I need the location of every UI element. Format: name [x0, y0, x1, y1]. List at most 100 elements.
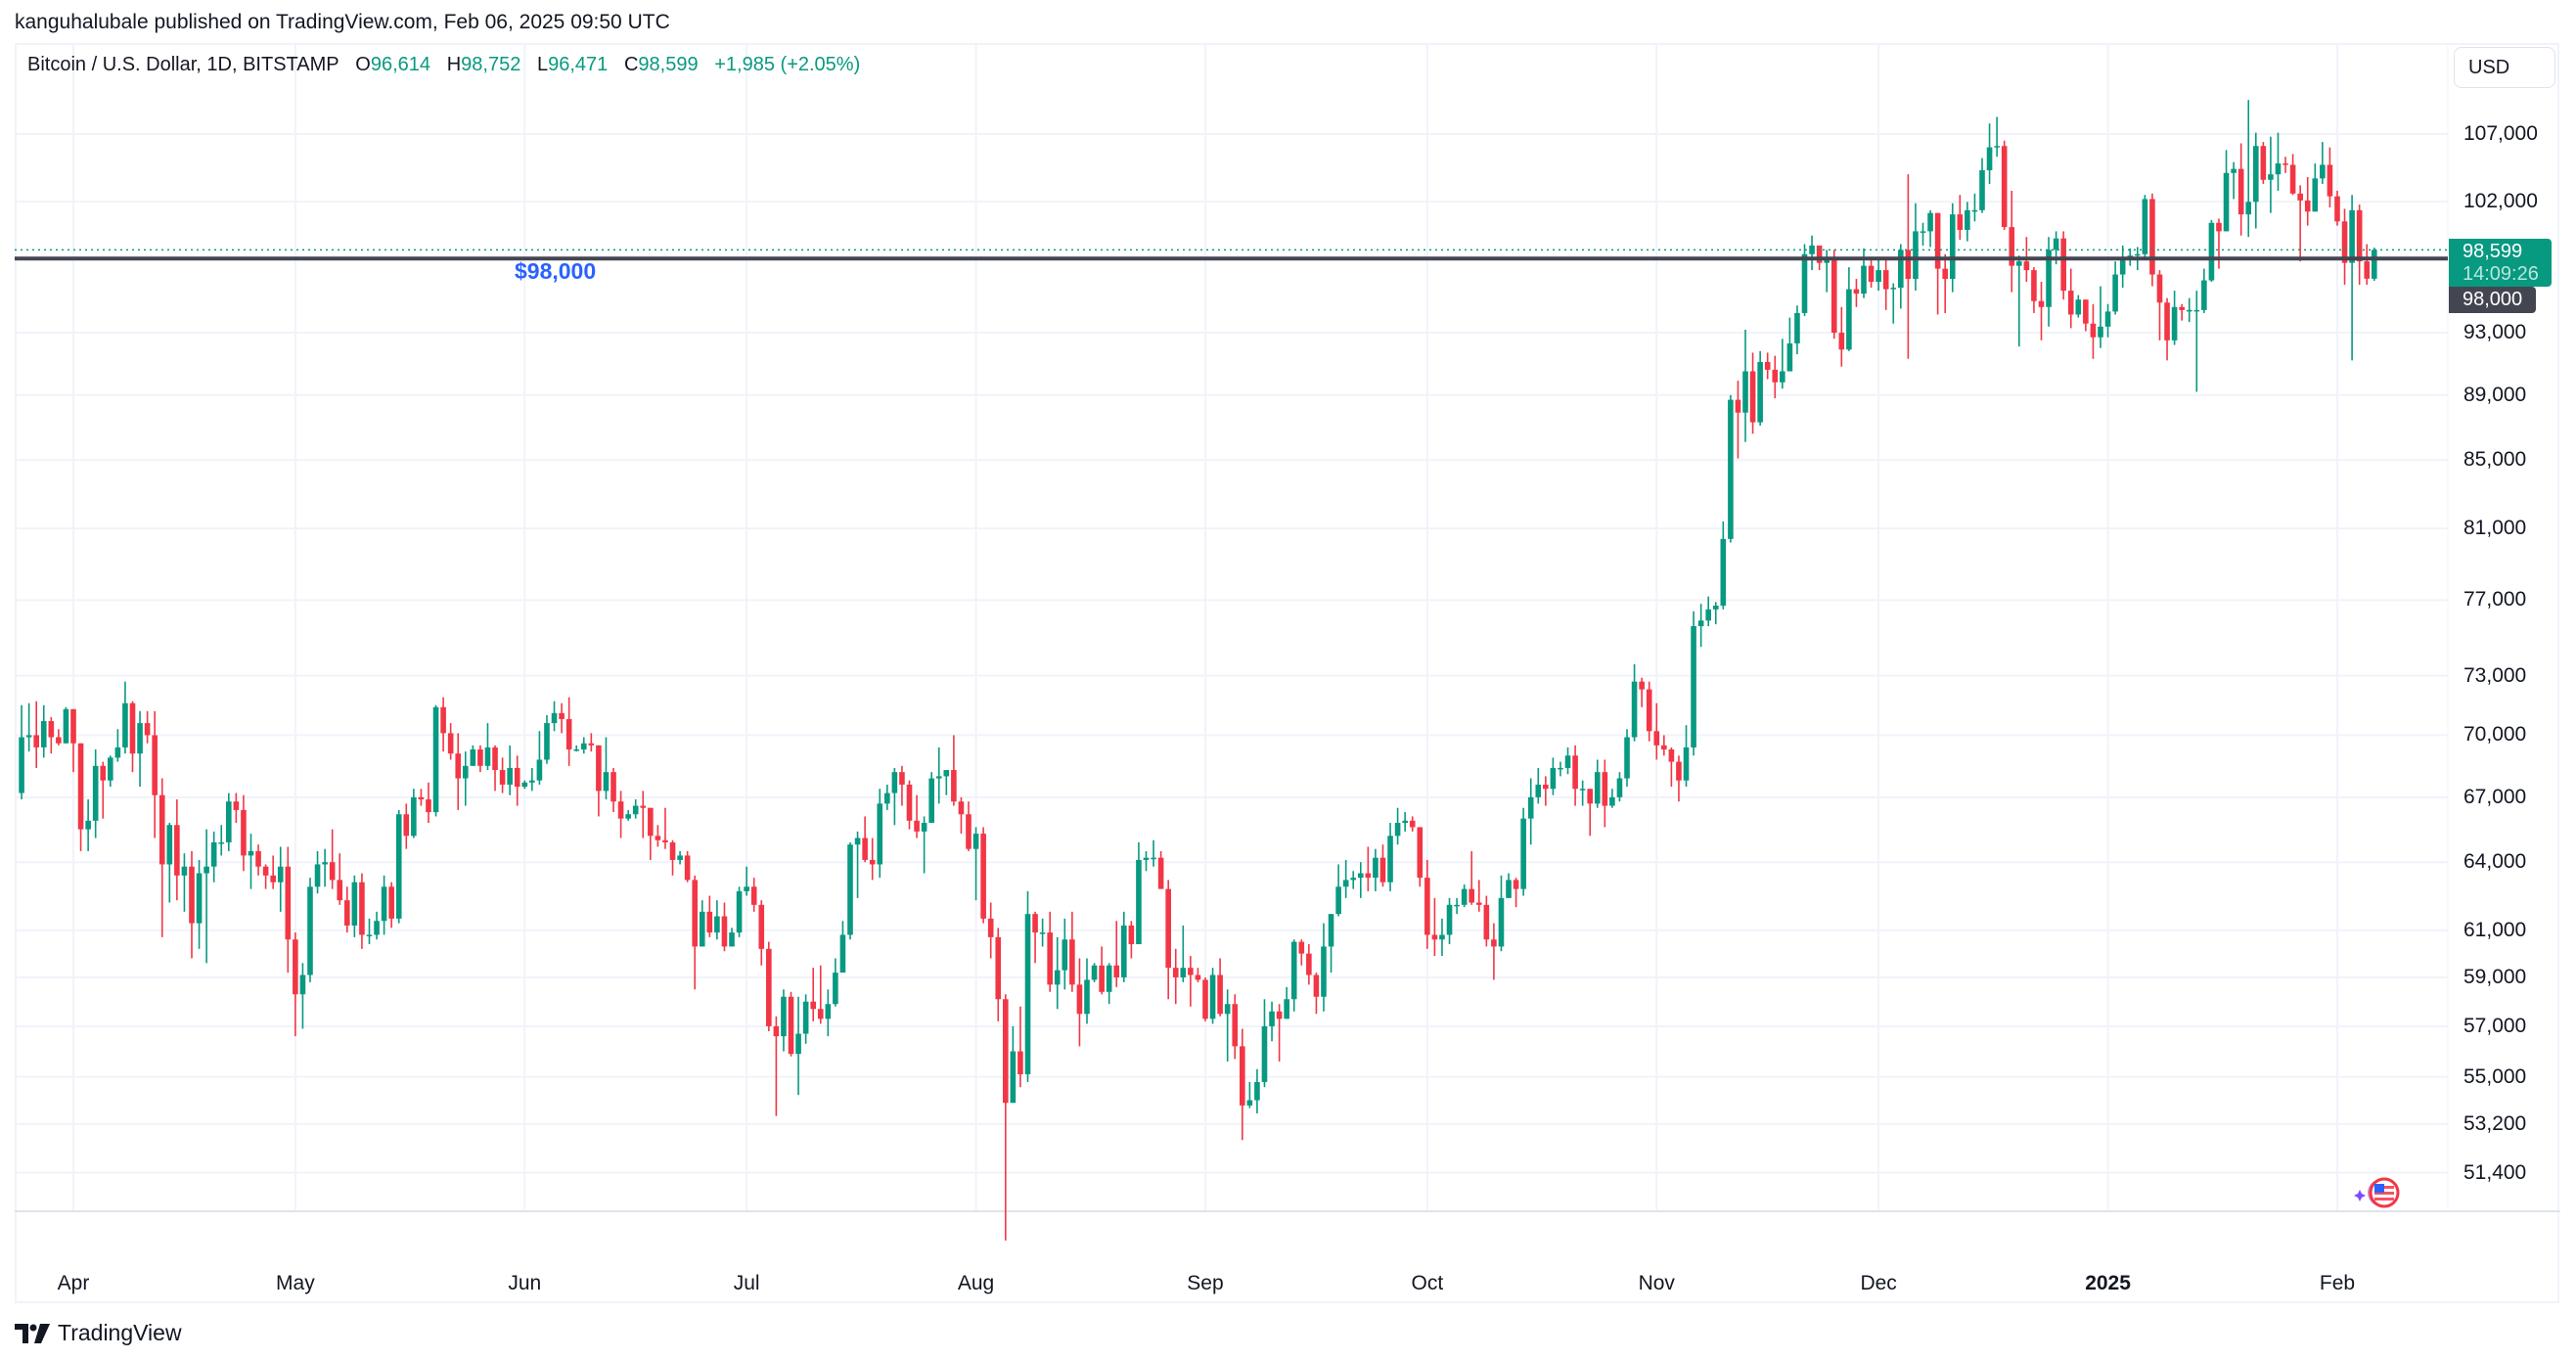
- candle-body: [1527, 796, 1534, 819]
- tradingview-logo[interactable]: TradingView: [15, 1320, 182, 1346]
- price-tick-label: 85,000: [2463, 448, 2527, 472]
- candle: [766, 941, 772, 1032]
- candle: [891, 767, 898, 826]
- candle: [2245, 100, 2252, 238]
- candle-body: [1764, 361, 1771, 370]
- candle-body: [233, 801, 240, 810]
- candle-body: [1143, 857, 1150, 860]
- candle-body: [1683, 747, 1690, 781]
- candle-body: [877, 803, 883, 865]
- candle: [839, 921, 846, 974]
- candle-body: [285, 866, 292, 940]
- candle-body: [337, 880, 343, 901]
- candle: [2075, 294, 2082, 318]
- candle: [1469, 850, 1475, 905]
- candle: [189, 850, 195, 959]
- candle-body: [1180, 968, 1187, 977]
- candle: [580, 737, 587, 754]
- candle-body: [1424, 878, 1430, 935]
- time-tick-label: Apr: [57, 1272, 90, 1294]
- candle: [1017, 1006, 1023, 1088]
- candle: [507, 745, 513, 795]
- candle: [440, 697, 446, 752]
- candle: [1594, 759, 1601, 808]
- candle-body: [854, 838, 861, 845]
- candle-body: [277, 866, 284, 883]
- candle: [1757, 350, 1763, 426]
- candle: [129, 701, 136, 773]
- candle: [174, 799, 180, 901]
- candle-body: [1483, 904, 1490, 940]
- candle-body: [544, 723, 550, 760]
- candle: [1010, 1025, 1017, 1104]
- candle-body: [1350, 878, 1357, 881]
- candle-body: [802, 1001, 809, 1034]
- candle-body: [1824, 258, 1830, 263]
- candle: [1624, 729, 1630, 788]
- candle: [285, 846, 292, 974]
- candle-body: [2149, 199, 2155, 275]
- price-tick-label: 89,000: [2463, 383, 2527, 406]
- candle-body: [1402, 820, 1408, 824]
- candle: [980, 827, 986, 924]
- candle: [899, 765, 905, 806]
- candle-body: [122, 702, 128, 747]
- candle-body: [1254, 1081, 1260, 1101]
- candle: [1876, 258, 1881, 292]
- candle: [411, 789, 417, 838]
- candle: [1905, 174, 1912, 359]
- close-label: C: [623, 54, 639, 75]
- candle-body: [1868, 265, 1875, 283]
- candle-body: [1934, 212, 1941, 269]
- candle-body: [1099, 965, 1105, 992]
- candle-body: [1513, 880, 1519, 889]
- candle: [233, 793, 240, 824]
- candle: [1749, 352, 1756, 434]
- candle-body: [426, 799, 431, 813]
- candle-body: [359, 882, 365, 935]
- time-tick-label: Jun: [508, 1272, 542, 1294]
- candle: [2312, 163, 2319, 212]
- candle-body: [2023, 261, 2030, 271]
- candle-body: [1387, 836, 1393, 883]
- candle-body: [706, 911, 713, 933]
- time-tick-label: Oct: [1411, 1272, 1444, 1294]
- candle: [729, 928, 735, 947]
- candle: [2090, 303, 2097, 359]
- candle: [536, 731, 543, 785]
- candle: [2060, 231, 2066, 300]
- candle: [1920, 222, 1926, 246]
- candle-body: [2053, 238, 2059, 250]
- candle-body: [1676, 761, 1682, 781]
- us-flag-economic-event-icon[interactable]: [2352, 1176, 2401, 1209]
- candle-body: [640, 805, 647, 808]
- candle: [1631, 663, 1638, 742]
- candle: [1373, 848, 1378, 891]
- candle: [2156, 270, 2163, 340]
- candle: [1321, 923, 1327, 1012]
- candle-body: [884, 793, 890, 804]
- candle-body: [773, 1025, 780, 1037]
- candle-body: [1594, 772, 1601, 804]
- symbol-name[interactable]: Bitcoin / U.S. Dollar, 1D, BITSTAMP: [27, 54, 339, 75]
- candle: [1136, 841, 1142, 945]
- candle: [869, 838, 876, 881]
- candle: [1261, 999, 1268, 1088]
- currency-button[interactable]: USD: [2454, 47, 2555, 88]
- candle: [2164, 297, 2170, 361]
- candle-body: [972, 834, 979, 849]
- candle-body: [2289, 164, 2296, 194]
- candle-body: [1491, 939, 1497, 947]
- candle: [1069, 911, 1075, 992]
- candle-body: [766, 948, 772, 1026]
- candle: [573, 745, 580, 752]
- candle-body: [2208, 222, 2215, 281]
- candle: [2282, 157, 2288, 173]
- candle: [640, 791, 647, 838]
- candle: [226, 793, 232, 851]
- candle: [958, 796, 965, 835]
- candle-body: [951, 770, 957, 802]
- candle-body: [758, 904, 765, 949]
- candle: [1342, 859, 1349, 898]
